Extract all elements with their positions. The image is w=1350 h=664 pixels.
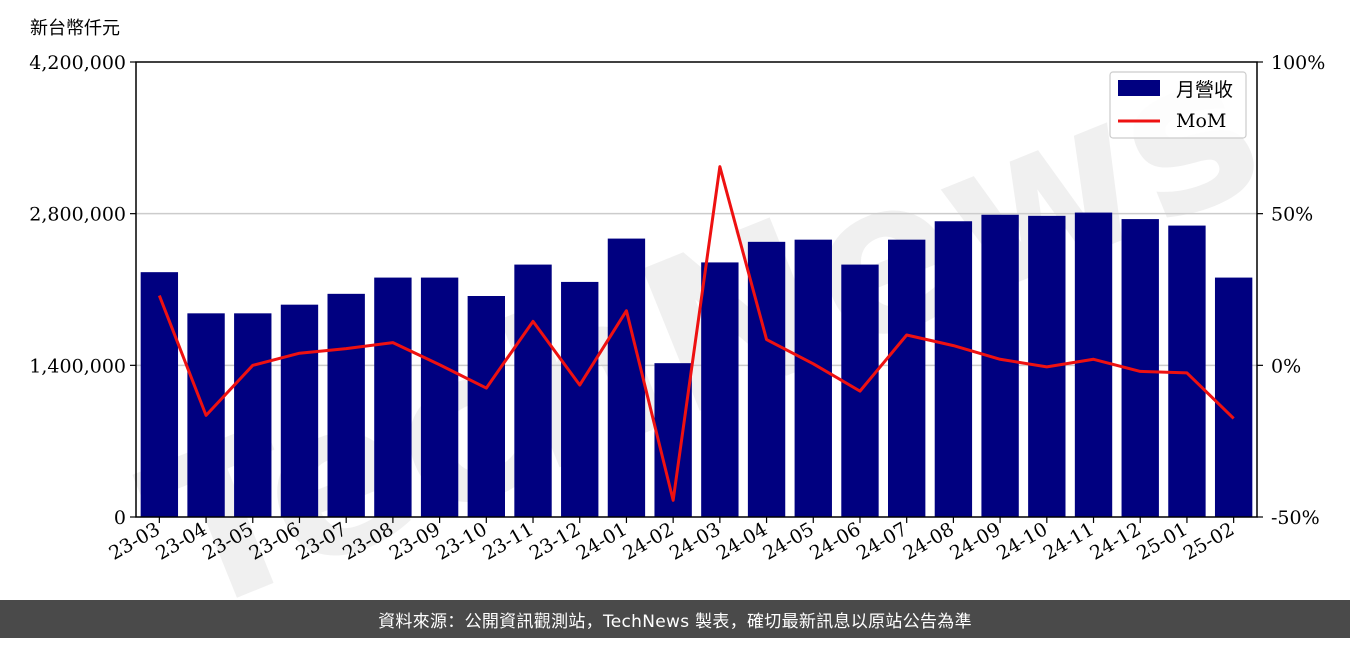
y-right-tick-label: 0% <box>1271 355 1301 377</box>
x-tick-label: 23-12 <box>526 518 584 564</box>
bar-24-11 <box>1075 213 1112 517</box>
x-tick-label: 25-01 <box>1133 518 1191 564</box>
chart-svg: 0 1,400,000 2,800,000 4,200,000 -50% 0% 50% 100… <box>0 0 1350 600</box>
y-left-tick-label: 1,400,000 <box>29 355 126 377</box>
mom-line <box>159 167 1233 501</box>
bar-23-10 <box>468 296 505 517</box>
bar-23-12 <box>561 282 598 517</box>
bar-25-02 <box>1215 278 1252 517</box>
x-tick-label: 24-12 <box>1086 518 1144 564</box>
bar-24-03 <box>701 262 738 517</box>
y-left-tick-label: 4,200,000 <box>29 52 126 74</box>
x-tick-label: 23-04 <box>152 518 210 564</box>
y-right-tick-label: -50% <box>1271 507 1320 529</box>
x-tick-label: 23-11 <box>479 518 537 564</box>
x-tick-label: 24-05 <box>759 518 817 564</box>
y-right-tick-label: 100% <box>1271 52 1325 74</box>
x-tick-label: 23-09 <box>386 518 444 564</box>
legend-label-mom: MoM <box>1176 110 1226 132</box>
x-tick-label: 23-06 <box>246 518 304 564</box>
x-tick-label: 24-06 <box>806 518 864 564</box>
x-tick-label: 24-03 <box>666 518 724 564</box>
bar-23-05 <box>234 313 271 517</box>
x-tick-label: 24-02 <box>619 518 677 564</box>
x-tick-label: 24-11 <box>1040 518 1098 564</box>
bar-23-03 <box>141 272 178 517</box>
y-left-tick-label: 0 <box>114 507 126 529</box>
bar-24-09 <box>981 215 1018 517</box>
x-tick-label: 24-08 <box>899 518 957 564</box>
x-tick-label: 23-05 <box>199 518 257 564</box>
bar-23-07 <box>328 294 365 517</box>
bar-23-06 <box>281 305 318 517</box>
x-tick-label: 23-10 <box>432 518 490 564</box>
y-left-tick-label: 2,800,000 <box>29 204 126 226</box>
bar-24-04 <box>748 242 785 517</box>
x-tick-label: 25-02 <box>1180 518 1238 564</box>
bar-24-07 <box>888 240 925 517</box>
x-tick-label: 23-08 <box>339 518 397 564</box>
bar-23-08 <box>374 278 411 517</box>
x-tick-label: 23-07 <box>292 518 350 564</box>
x-tick-label: 24-09 <box>946 518 1004 564</box>
bar-24-01 <box>608 239 645 517</box>
bar-24-08 <box>935 221 972 517</box>
y-right-tick-label: 50% <box>1271 204 1313 226</box>
bar-23-11 <box>514 265 551 517</box>
x-tick-label: 24-04 <box>713 518 771 564</box>
legend-swatch-revenue <box>1118 80 1160 96</box>
x-tick-label: 24-10 <box>993 518 1051 564</box>
bar-24-05 <box>795 240 832 517</box>
footer-source: 資料來源：公開資訊觀測站，TechNews 製表，確切最新訊息以原站公告為準 <box>0 600 1350 638</box>
legend: 月營收 MoM <box>1110 72 1246 138</box>
bar-23-09 <box>421 278 458 517</box>
x-tick-label: 24-07 <box>853 518 911 564</box>
x-tick-label: 24-01 <box>572 518 630 564</box>
legend-label-revenue: 月營收 <box>1176 79 1233 101</box>
